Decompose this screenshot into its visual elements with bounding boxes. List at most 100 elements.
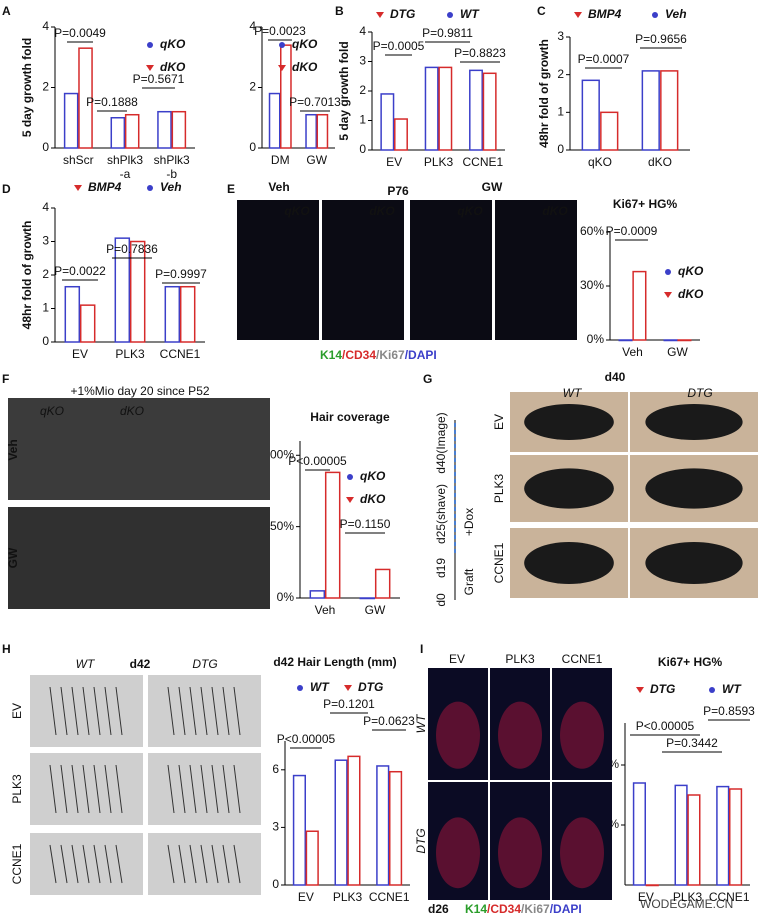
y-tick-label: 3 <box>557 29 564 43</box>
y-tick-label: 0 <box>272 877 279 891</box>
y-tick-label: 0 <box>42 140 49 154</box>
p-value: P=0.0049 <box>54 26 106 40</box>
legend-marker <box>709 687 715 693</box>
x-tick-label: shPlk3 -a <box>107 153 143 181</box>
bar <box>618 339 633 342</box>
column-label: WT <box>76 657 96 671</box>
legend-marker <box>574 12 582 18</box>
bar <box>632 270 647 341</box>
group-label: P76 <box>387 184 409 198</box>
y-tick-label: 100% <box>263 447 294 461</box>
legend-marker <box>347 474 353 480</box>
y-axis-label: 5 day growth fold <box>20 38 34 137</box>
legend-label: BMP4 <box>588 7 622 21</box>
legend-label: qKO <box>160 37 186 51</box>
legend-marker <box>146 65 154 71</box>
bar <box>305 830 319 886</box>
bar <box>600 111 619 151</box>
y-tick-label: 1 <box>557 105 564 119</box>
legend-label: qKO <box>678 264 704 278</box>
legend-marker <box>279 42 285 48</box>
y-axis-label: 48hr fold of growth <box>537 39 551 148</box>
y-tick-label: 3 <box>42 234 49 248</box>
bar <box>389 770 403 886</box>
y-tick-label: 50% <box>270 519 294 533</box>
bar <box>380 93 395 151</box>
legend-marker <box>147 42 153 48</box>
x-tick-label-line: -b <box>166 167 177 181</box>
x-tick-label: CCNE1 <box>709 890 750 904</box>
p-value: P=0.1150 <box>340 517 391 531</box>
hair <box>524 404 614 440</box>
hair <box>82 844 90 884</box>
bar <box>157 110 172 149</box>
bar <box>124 113 140 149</box>
x-tick-label: CCNE1 <box>369 890 410 904</box>
column-label: CCNE1 <box>562 652 603 666</box>
legend-marker <box>665 269 671 275</box>
hair <box>222 764 230 814</box>
bar <box>110 117 126 149</box>
legend-label: BMP4 <box>88 180 122 194</box>
hair <box>211 764 219 814</box>
p-value: P=0.7836 <box>106 242 158 256</box>
hair <box>189 844 197 884</box>
row-label: CCNE1 <box>492 542 506 583</box>
p-value: P<0.00005 <box>277 732 336 746</box>
y-tick-label: 0 <box>249 140 256 154</box>
image <box>237 200 319 340</box>
legend-marker <box>636 687 644 693</box>
stain-part: K14 <box>320 348 342 362</box>
hair <box>115 764 123 814</box>
row-label: PLK3 <box>492 473 506 503</box>
bar <box>114 237 131 343</box>
hair <box>524 542 614 584</box>
p-value: P=0.0007 <box>578 52 630 66</box>
legend-label: dKO <box>678 287 704 301</box>
column-label: qKO <box>40 404 64 418</box>
hair <box>645 468 743 509</box>
hair <box>222 844 230 884</box>
p-value: P<0.00005 <box>636 719 695 733</box>
bar <box>716 785 730 886</box>
hair <box>93 764 101 814</box>
x-tick-label: GW <box>365 603 386 617</box>
hair <box>233 844 241 884</box>
y-tick-label: 0% <box>277 590 295 604</box>
genotype-label: dKO <box>369 204 395 218</box>
column-label: DTG <box>687 386 712 400</box>
timeline-label: d0 <box>434 593 448 607</box>
legend-label: DTG <box>650 682 675 696</box>
p-value: P=0.7013 <box>289 95 341 109</box>
hair <box>645 542 743 584</box>
column-label: DTG <box>192 657 217 671</box>
column-label: WT <box>563 386 583 400</box>
bar <box>316 113 329 149</box>
y-tick-label: 0% <box>587 332 605 346</box>
p-value: P=0.8593 <box>703 704 755 718</box>
image <box>495 200 577 340</box>
follicle <box>498 701 542 769</box>
bar <box>632 782 646 886</box>
legend-marker <box>376 12 384 18</box>
group-label: GW <box>482 180 503 194</box>
x-tick-label: GW <box>667 345 688 359</box>
bar <box>376 765 390 886</box>
bar <box>280 44 292 149</box>
y-tick-label: 0 <box>359 142 366 156</box>
stain-part: /DAPI <box>405 348 437 362</box>
y-tick-label: 2 <box>359 83 366 97</box>
legend-label: qKO <box>292 37 318 51</box>
x-tick-label: PLK3 <box>115 347 145 361</box>
p-value: P=0.0623 <box>363 714 415 728</box>
panel-letter: C <box>537 4 546 18</box>
x-tick-label: CCNE1 <box>160 347 201 361</box>
column-label: PLK3 <box>505 652 535 666</box>
stain-part: /CD34 <box>487 902 521 916</box>
hair <box>115 686 123 736</box>
panel-title: d40 <box>605 370 626 384</box>
hair <box>115 844 123 884</box>
hair <box>93 844 101 884</box>
bar <box>374 568 391 599</box>
